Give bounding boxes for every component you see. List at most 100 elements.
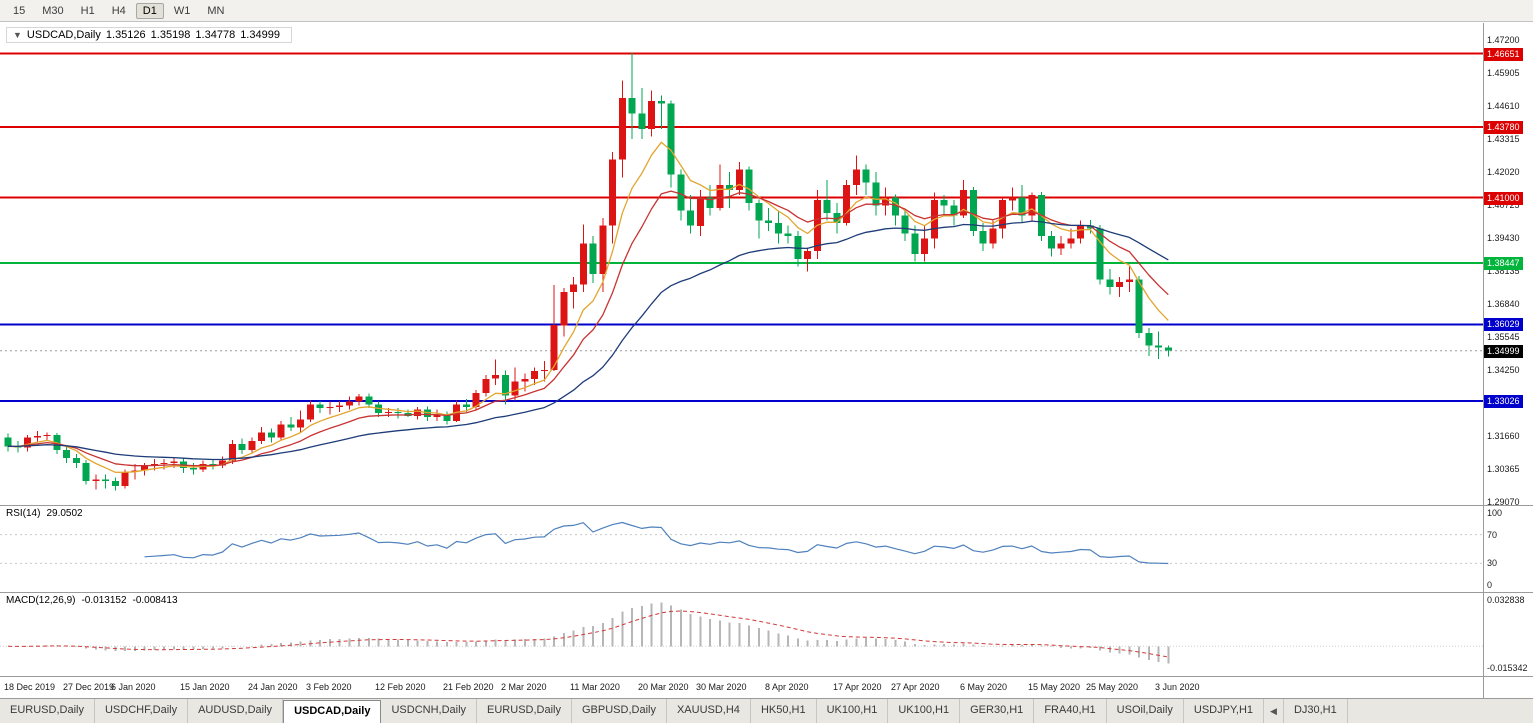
date-axis-label: 25 May 2020 — [1086, 682, 1139, 692]
date-axis-label: 30 Mar 2020 — [696, 682, 747, 692]
pane-separator[interactable] — [0, 505, 1533, 506]
chart-symbol-label: USDCAD,Daily — [26, 29, 101, 41]
chart-ohlc-header: ▼ USDCAD,Daily 1.35126 1.35198 1.34778 1.3499… — [6, 27, 292, 43]
chart-tab-fra40-h1[interactable]: FRA40,H1 — [1034, 699, 1107, 723]
chart-tab-gbpusd-daily[interactable]: GBPUSD,Daily — [572, 699, 667, 723]
price-chart-canvas[interactable] — [0, 23, 1483, 505]
chart-tab-usdcnh-daily[interactable]: USDCNH,Daily — [381, 699, 478, 723]
candlesticks — [4, 52, 1172, 491]
timeframe-button-15[interactable]: 15 — [13, 4, 26, 17]
ohlc-high: 1.35198 — [150, 29, 191, 41]
rsi-pane[interactable] — [0, 505, 1483, 597]
macd-signal-value: -0.008413 — [132, 595, 178, 606]
macd-histogram — [16, 602, 1170, 664]
date-axis-label: 15 Jan 2020 — [180, 682, 230, 692]
price-axis-tick: 1.39430 — [1487, 233, 1520, 243]
rsi-axis-label: 0 — [1487, 580, 1493, 590]
chart-tab-usoil-daily[interactable]: USOil,Daily — [1107, 699, 1184, 723]
price-level-badge: 1.36029 — [1484, 318, 1523, 331]
macd-name: MACD(12,26,9) — [6, 595, 76, 606]
price-axis-tick: 1.30365 — [1487, 464, 1520, 474]
date-axis-label: 2 Mar 2020 — [501, 682, 547, 692]
price-axis-tick: 1.47200 — [1487, 35, 1520, 45]
chart-tab-uk100-h1[interactable]: UK100,H1 — [888, 699, 961, 723]
macd-axis-label: -0.015342 — [1487, 663, 1528, 673]
date-axis-label: 6 May 2020 — [960, 682, 1008, 692]
date-axis-label: 12 Feb 2020 — [375, 682, 426, 692]
price-level-badge: 1.38447 — [1484, 257, 1523, 270]
macd-indicator-label: MACD(12,26,9) -0.013152 -0.008413 — [6, 595, 184, 606]
pane-separator[interactable] — [0, 592, 1533, 593]
price-axis-tick: 1.42020 — [1487, 167, 1520, 177]
price-level-badge: 1.43780 — [1484, 121, 1523, 134]
chart-shift-marker-icon: ▼ — [13, 30, 22, 40]
price-axis-tick: 1.36840 — [1487, 299, 1520, 309]
macd-pane[interactable] — [0, 592, 1483, 681]
date-axis-label: 20 Mar 2020 — [638, 682, 689, 692]
price-axis-tick: 1.34250 — [1487, 365, 1520, 375]
price-axis-tick: 1.44610 — [1487, 101, 1520, 111]
date-axis-label: 11 Mar 2020 — [570, 682, 620, 692]
tab-scroll-left-icon[interactable]: ◀ — [1264, 699, 1284, 723]
price-axis-tick: 1.31660 — [1487, 431, 1520, 441]
chart-tab-hk50-h1[interactable]: HK50,H1 — [751, 699, 817, 723]
date-axis-label: 27 Dec 2019 — [63, 682, 115, 692]
ohlc-close: 1.34999 — [240, 29, 280, 41]
timeframe-button-h1[interactable]: H1 — [80, 4, 95, 17]
price-level-badge: 1.33026 — [1484, 395, 1523, 408]
macd-axis-label: 0.032838 — [1487, 595, 1525, 605]
chart-tab-uk100-h1[interactable]: UK100,H1 — [817, 699, 889, 723]
chart-workspace: ▼ USDCAD,Daily 1.35126 1.35198 1.34778 1.3499… — [0, 23, 1533, 698]
price-level-badge: 1.41000 — [1484, 192, 1523, 205]
chart-tab-usdchf-daily[interactable]: USDCHF,Daily — [95, 699, 189, 723]
date-axis-label: 3 Feb 2020 — [306, 682, 352, 692]
timeframe-toolbar: 15 M30 H1 H4 D1 W1 MN — [0, 0, 1533, 22]
price-chart-pane[interactable] — [0, 23, 1483, 510]
price-axis-tick: 1.43315 — [1487, 134, 1520, 144]
rsi-name: RSI(14) — [6, 508, 41, 519]
time-axis[interactable]: 18 Dec 2019 27 Dec 2019 6 Jan 2020 15 Jan 2… — [0, 677, 1483, 698]
current-price-badge: 1.34999 — [1484, 345, 1523, 358]
rsi-canvas[interactable] — [0, 505, 1483, 592]
pane-separator — [0, 676, 1533, 677]
price-axis-border — [1483, 23, 1484, 698]
date-axis-label: 24 Jan 2020 — [248, 682, 298, 692]
chart-tab-xauusd-h4[interactable]: XAUUSD,H4 — [667, 699, 751, 723]
macd-canvas[interactable] — [0, 592, 1483, 676]
date-axis-label: 18 Dec 2019 — [4, 682, 56, 692]
price-axis-tick: 1.45905 — [1487, 68, 1520, 78]
rsi-indicator-label: RSI(14) 29.0502 — [6, 508, 89, 519]
chart-tab-usdjpy-h1[interactable]: USDJPY,H1 — [1184, 699, 1265, 723]
ohlc-low: 1.34778 — [195, 29, 236, 41]
macd-signal-line — [7, 610, 1169, 658]
rsi-value: 29.0502 — [46, 508, 83, 519]
macd-main-value: -0.013152 — [81, 595, 127, 606]
timeframe-button-w1[interactable]: W1 — [173, 4, 191, 17]
chart-tab-eurusd-daily[interactable]: EURUSD,Daily — [477, 699, 572, 723]
ma-fast-line — [7, 141, 1169, 473]
rsi-axis-label: 30 — [1487, 558, 1498, 568]
rsi-line — [144, 521, 1169, 565]
price-axis-tick: 1.38135 — [1487, 266, 1520, 276]
date-axis-label: 8 Apr 2020 — [765, 682, 809, 692]
chart-tab-eurusd-daily[interactable]: EURUSD,Daily — [0, 699, 95, 723]
ma-slow-line — [7, 220, 1169, 461]
chart-tab-dj30-h1[interactable]: DJ30,H1 — [1284, 699, 1348, 723]
timeframe-button-m30[interactable]: M30 — [42, 4, 64, 17]
date-axis-label: 21 Feb 2020 — [443, 682, 494, 692]
price-level-badge: 1.46651 — [1484, 48, 1523, 61]
timeframe-button-h4[interactable]: H4 — [111, 4, 126, 17]
timeframe-button-mn[interactable]: MN — [207, 4, 225, 17]
date-axis-label: 15 May 2020 — [1028, 682, 1081, 692]
price-axis-tick: 1.40725 — [1487, 200, 1520, 210]
ma-mid-line — [7, 190, 1169, 467]
chart-tab-audusd-daily[interactable]: AUDUSD,Daily — [188, 699, 284, 723]
timeframe-button-d1[interactable]: D1 — [135, 2, 164, 19]
date-axis-label: 17 Apr 2020 — [833, 682, 882, 692]
date-axis-label: 6 Jan 2020 — [111, 682, 156, 692]
chart-tab-ger30-h1[interactable]: GER30,H1 — [960, 699, 1035, 723]
rsi-axis-label: 70 — [1487, 530, 1498, 540]
chart-tab-usdcad-daily[interactable]: USDCAD,Daily — [283, 700, 382, 723]
ohlc-open: 1.35126 — [105, 29, 146, 41]
